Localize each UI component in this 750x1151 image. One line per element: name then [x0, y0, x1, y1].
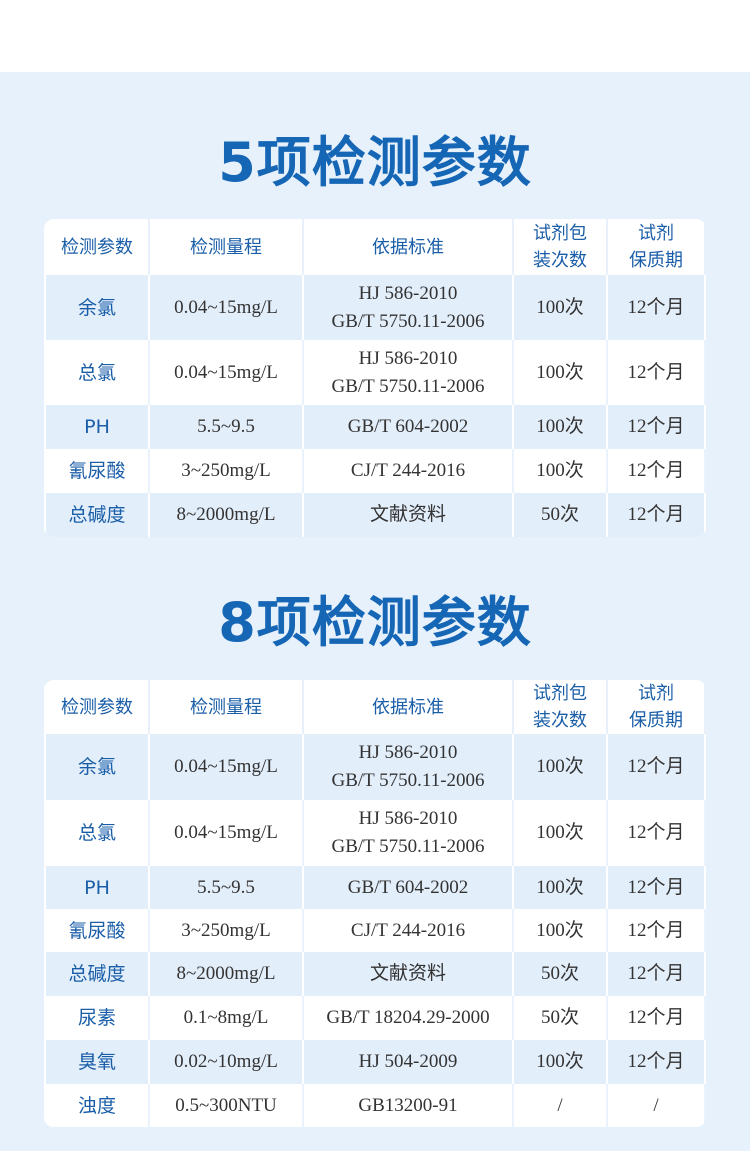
table-row: 尿素 0.1~8mg/L GB/T 18204.29-2000 50次 12个月 — [44, 996, 706, 1040]
range-cell: 0.04~15mg/L — [148, 800, 304, 866]
column-header: 试剂包 装次数 — [512, 680, 608, 734]
shelf-life-cell: 12个月 — [606, 909, 706, 952]
range-cell: 0.04~15mg/L — [148, 275, 304, 340]
table-row: 总氯 0.04~15mg/L HJ 586-2010 GB/T 5750.11-20… — [44, 800, 706, 866]
range-cell: 0.04~15mg/L — [148, 734, 304, 800]
range-cell: 8~2000mg/L — [148, 493, 304, 537]
parameter-cell: 余氯 — [44, 275, 150, 340]
shelf-life-cell: 12个月 — [606, 405, 706, 449]
column-header: 依据标准 — [302, 680, 514, 734]
count-cell: 100次 — [512, 1040, 608, 1084]
count-cell: 50次 — [512, 952, 608, 996]
standard-cell: 文献资料 — [302, 952, 514, 996]
count-cell: 100次 — [512, 909, 608, 952]
parameter-cell: 总氯 — [44, 340, 150, 405]
column-header: 检测参数 — [44, 219, 150, 275]
parameter-cell: 臭氧 — [44, 1040, 150, 1084]
table-row: 总氯 0.04~15mg/L HJ 586-2010 GB/T 5750.11-20… — [44, 340, 706, 405]
count-cell: / — [512, 1084, 608, 1127]
parameter-cell: 余氯 — [44, 734, 150, 800]
table-row: 总碱度 8~2000mg/L 文献资料 50次 12个月 — [44, 952, 706, 996]
column-header: 检测量程 — [148, 680, 304, 734]
standard-cell: HJ 504-2009 — [302, 1040, 514, 1084]
shelf-life-cell: / — [606, 1084, 706, 1127]
parameter-cell: 浊度 — [44, 1084, 150, 1127]
table-row: 浊度 0.5~300NTU GB13200-91// — [44, 1084, 706, 1127]
column-header: 试剂包 装次数 — [512, 219, 608, 275]
standard-cell: HJ 586-2010 GB/T 5750.11-2006 — [302, 800, 514, 866]
table-row: 氰尿酸 3~250mg/L CJ/T 244-2016 100次 12个月 — [44, 449, 706, 493]
parameter-cell: PH — [44, 405, 150, 449]
table-row: 臭氧 0.02~10mg/L HJ 504-2009 100次 12个月 — [44, 1040, 706, 1084]
section-title-8: 8项检测参数 — [218, 591, 532, 654]
range-cell: 5.5~9.5 — [148, 405, 304, 449]
table-row: PH 5.5~9.5 GB/T 604-2002 100次 12个月 — [44, 866, 706, 909]
range-cell: 5.5~9.5 — [148, 866, 304, 909]
range-cell: 3~250mg/L — [148, 449, 304, 493]
column-header: 检测量程 — [148, 219, 304, 275]
parameter-cell: 总氯 — [44, 800, 150, 866]
header-row: 检测参数 检测量程 依据标准 试剂包 装次数 试剂 保质期 — [44, 680, 706, 734]
range-cell: 0.1~8mg/L — [148, 996, 304, 1040]
parameter-table-5: 检测参数 检测量程 依据标准 试剂包 装次数 试剂 保质期 余氯 0.04~15mg/L HJ… — [44, 219, 706, 537]
standard-cell: HJ 586-2010 GB/T 5750.11-2006 — [302, 275, 514, 340]
count-cell: 50次 — [512, 996, 608, 1040]
top-banner — [0, 0, 750, 72]
table-row: 氰尿酸 3~250mg/L CJ/T 244-2016 100次 12个月 — [44, 909, 706, 952]
parameter-cell: 总碱度 — [44, 493, 150, 537]
count-cell: 100次 — [512, 449, 608, 493]
shelf-life-cell: 12个月 — [606, 1040, 706, 1084]
column-header: 依据标准 — [302, 219, 514, 275]
parameter-cell: 氰尿酸 — [44, 449, 150, 493]
range-cell: 0.02~10mg/L — [148, 1040, 304, 1084]
standard-cell: 文献资料 — [302, 493, 514, 537]
shelf-life-cell: 12个月 — [606, 493, 706, 537]
shelf-life-cell: 12个月 — [606, 800, 706, 866]
count-cell: 100次 — [512, 275, 608, 340]
standard-cell: CJ/T 244-2016 — [302, 449, 514, 493]
table-row: 余氯 0.04~15mg/L HJ 586-2010 GB/T 5750.11-20… — [44, 734, 706, 800]
count-cell: 100次 — [512, 734, 608, 800]
column-header: 试剂 保质期 — [606, 219, 706, 275]
table-row: 总碱度 8~2000mg/L 文献资料 50次 12个月 — [44, 493, 706, 537]
standard-cell: GB/T 604-2002 — [302, 405, 514, 449]
shelf-life-cell: 12个月 — [606, 952, 706, 996]
range-cell: 3~250mg/L — [148, 909, 304, 952]
parameter-cell: 氰尿酸 — [44, 909, 150, 952]
shelf-life-cell: 12个月 — [606, 734, 706, 800]
table-row: 余氯 0.04~15mg/L HJ 586-2010 GB/T 5750.11-20… — [44, 275, 706, 340]
count-cell: 50次 — [512, 493, 608, 537]
shelf-life-cell: 12个月 — [606, 275, 706, 340]
standard-cell: CJ/T 244-2016 — [302, 909, 514, 952]
parameter-table-8: 检测参数 检测量程 依据标准 试剂包 装次数 试剂 保质期 余氯 0.04~15mg/L HJ… — [44, 680, 706, 1127]
parameter-cell: 总碱度 — [44, 952, 150, 996]
shelf-life-cell: 12个月 — [606, 996, 706, 1040]
range-cell: 0.04~15mg/L — [148, 340, 304, 405]
column-header: 试剂 保质期 — [606, 680, 706, 734]
count-cell: 100次 — [512, 405, 608, 449]
standard-cell: HJ 586-2010 GB/T 5750.11-2006 — [302, 734, 514, 800]
shelf-life-cell: 12个月 — [606, 340, 706, 405]
standard-cell: GB/T 18204.29-2000 — [302, 996, 514, 1040]
standard-cell: GB/T 604-2002 — [302, 866, 514, 909]
section-title-5: 5项检测参数 — [218, 131, 532, 194]
shelf-life-cell: 12个月 — [606, 866, 706, 909]
parameter-cell: 尿素 — [44, 996, 150, 1040]
table-row: PH 5.5~9.5 GB/T 604-2002 100次 12个月 — [44, 405, 706, 449]
parameter-cell: PH — [44, 866, 150, 909]
header-row: 检测参数 检测量程 依据标准 试剂包 装次数 试剂 保质期 — [44, 219, 706, 275]
count-cell: 100次 — [512, 866, 608, 909]
count-cell: 100次 — [512, 800, 608, 866]
standard-cell: HJ 586-2010 GB/T 5750.11-2006 — [302, 340, 514, 405]
standard-cell: GB13200-91 — [302, 1084, 514, 1127]
shelf-life-cell: 12个月 — [606, 449, 706, 493]
column-header: 检测参数 — [44, 680, 150, 734]
count-cell: 100次 — [512, 340, 608, 405]
range-cell: 0.5~300NTU — [148, 1084, 304, 1127]
range-cell: 8~2000mg/L — [148, 952, 304, 996]
